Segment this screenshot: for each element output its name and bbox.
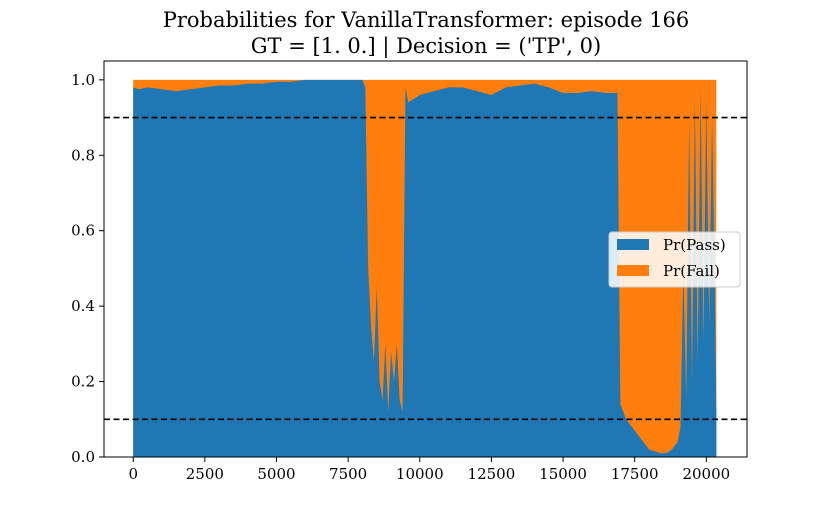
axes-frame bbox=[103, 60, 748, 458]
x-tick-label: 20000 bbox=[682, 465, 730, 483]
chart-title: Probabilities for VanillaTransformer: ep… bbox=[163, 8, 690, 32]
x-tick-label: 12500 bbox=[468, 465, 516, 483]
legend-label-fail: Pr(Fail) bbox=[663, 262, 720, 280]
legend-swatch-pass bbox=[617, 239, 649, 250]
y-tick-label: 1.0 bbox=[71, 71, 95, 89]
x-tick-label: 2500 bbox=[186, 465, 224, 483]
y-tick-label: 0.6 bbox=[71, 222, 95, 240]
y-tick-label: 0.2 bbox=[71, 373, 95, 391]
y-axis: 0.0 0.2 0.4 0.6 0.8 1.0 bbox=[71, 71, 104, 466]
y-tick-label: 0.0 bbox=[71, 448, 95, 466]
x-tick-label: 0 bbox=[128, 465, 138, 483]
legend: Pr(Pass) Pr(Fail) bbox=[608, 231, 741, 288]
x-tick-label: 10000 bbox=[396, 465, 444, 483]
plot-area bbox=[133, 79, 717, 458]
x-tick-label: 17500 bbox=[611, 465, 659, 483]
x-tick-label: 5000 bbox=[257, 465, 295, 483]
y-tick-label: 0.8 bbox=[71, 146, 95, 164]
pass-area bbox=[133, 79, 717, 458]
chart-subtitle: GT = [1. 0.] | Decision = ('TP', 0) bbox=[251, 34, 601, 59]
x-tick-label: 15000 bbox=[539, 465, 587, 483]
x-axis: 0 2500 5000 7500 10000 12500 15000 17500 20000 bbox=[128, 457, 730, 483]
x-tick-label: 7500 bbox=[329, 465, 367, 483]
y-tick-label: 0.4 bbox=[71, 297, 95, 315]
legend-label-pass: Pr(Pass) bbox=[663, 236, 726, 254]
legend-swatch-fail bbox=[617, 265, 649, 276]
